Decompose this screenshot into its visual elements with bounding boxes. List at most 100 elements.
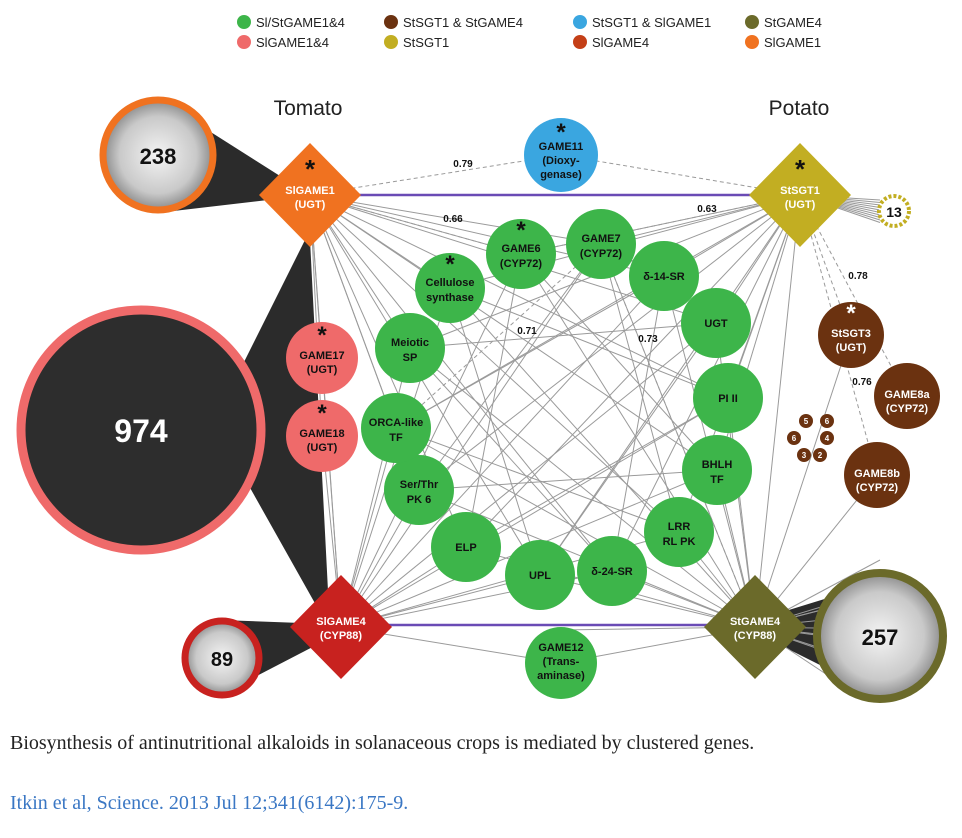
- edge-label: 0.79: [453, 159, 473, 170]
- small-brown-circle: [797, 448, 811, 462]
- count-257-label: 257: [862, 625, 899, 650]
- green-node-sublabel: SP: [403, 352, 418, 364]
- green-node-label: ORCA-like: [369, 417, 423, 429]
- green-node-circle: [693, 363, 763, 433]
- green-node: UPL: [505, 540, 575, 610]
- network-edge: [409, 347, 613, 572]
- star-icon: *: [516, 217, 526, 244]
- network-edge: [465, 253, 522, 548]
- green-node: Ser/Thr PK 6: [384, 455, 454, 525]
- small-brown-node: 4: [820, 431, 834, 445]
- legend-item: StSGT1 & SlGAME1: [573, 15, 711, 30]
- green-node-label: δ-24-SR: [591, 566, 633, 578]
- green-node: *Cellulose synthase: [415, 251, 485, 323]
- hub-slgame1-sublabel: (UGT): [295, 199, 326, 211]
- small-brown-node: 6: [820, 414, 834, 428]
- star-icon: *: [445, 251, 455, 278]
- citation-link[interactable]: Itkin et al, Science. 2013 Jul 12;341(61…: [10, 792, 409, 814]
- network-edge: [409, 347, 756, 628]
- green-node-label: UPL: [529, 570, 551, 582]
- hub-slgame4-label: SlGAME4: [316, 616, 366, 628]
- count-13-label: 13: [886, 204, 902, 220]
- hub-slgame1-label: SlGAME1: [285, 185, 335, 197]
- network-edge: [600, 243, 756, 628]
- tomato-heading: Tomato: [274, 97, 343, 120]
- small-brown-circle: [820, 414, 834, 428]
- green-node-circle: [384, 455, 454, 525]
- network-edge: [560, 154, 801, 196]
- pink-node-sublabel: (UGT): [307, 364, 338, 376]
- green-node: *GAME6 (CYP72): [486, 217, 556, 289]
- network-edge: [309, 194, 613, 572]
- small-brown-node: 3: [797, 448, 811, 462]
- network-edge: [395, 427, 680, 533]
- count-circle-13: 13: [877, 194, 911, 228]
- green-node-label: Cellulose: [426, 277, 475, 289]
- legend-item: SlGAME1: [745, 35, 821, 50]
- network-edge: [395, 243, 602, 429]
- green-node-circle: [415, 253, 485, 323]
- green-node: Meiotic SP: [375, 313, 445, 383]
- green-node-label: GAME6: [501, 243, 540, 255]
- network-edge: [600, 243, 680, 533]
- potato-heading: Potato: [769, 97, 830, 120]
- legend-item: StSGT1: [384, 35, 449, 50]
- legend-swatch: [745, 35, 759, 49]
- node-game12-sublabel: (Trans-: [543, 656, 580, 668]
- purple-edges: [310, 193, 800, 627]
- green-node-circle: [505, 540, 575, 610]
- green-node-circle: [629, 241, 699, 311]
- network-edge: [539, 194, 801, 576]
- legend: Sl/StGAME1&4 SlGAME1&4 StSGT1 & StGAME4 StS…: [237, 15, 822, 50]
- pink-node-circle: [286, 400, 358, 472]
- star-icon: *: [305, 154, 316, 184]
- node-game12-label: GAME12: [538, 642, 583, 654]
- network-edge: [520, 253, 718, 471]
- gene-network-diagram: Sl/StGAME1&4 SlGAME1&4 StSGT1 & StGAME4 StS…: [16, 15, 947, 703]
- brown-node-circle: [818, 302, 884, 368]
- network-edge: [418, 469, 718, 491]
- network-edge: [418, 243, 602, 491]
- small-brown-label: 3: [802, 451, 807, 460]
- pink-node: *GAME18 (UGT): [286, 400, 358, 472]
- brown-node-sublabel: (UGT): [836, 342, 867, 354]
- brown-node-sublabel: (CYP72): [856, 482, 899, 494]
- network-edge: [611, 275, 665, 572]
- green-node-circle: [682, 435, 752, 505]
- count-238-label: 238: [140, 144, 177, 169]
- legend-item: SlGAME1&4: [237, 35, 329, 50]
- network-edge: [418, 194, 801, 491]
- green-node-sublabel: TF: [389, 432, 403, 444]
- legend-label: SlGAME1&4: [256, 35, 329, 50]
- star-icon: *: [556, 119, 566, 146]
- green-node-sublabel: RL PK: [663, 536, 696, 548]
- hub-stgame4-sublabel: (CYP88): [734, 630, 777, 642]
- small-brown-label: 6: [792, 434, 797, 443]
- hub-slgame1: * SlGAME1 (UGT): [259, 143, 361, 247]
- legend-swatch: [745, 15, 759, 29]
- green-node-label: Ser/Thr: [400, 479, 439, 491]
- network-edge: [449, 287, 729, 399]
- network-edge: [465, 397, 729, 548]
- green-node-sublabel: synthase: [426, 292, 474, 304]
- hub-stgame4-label: StGAME4: [730, 616, 781, 628]
- legend-label: Sl/StGAME1&4: [256, 15, 345, 30]
- pink-nodes: *GAME17(UGT)*GAME18(UGT): [286, 322, 358, 472]
- small-brown-node: 2: [813, 448, 827, 462]
- small-brown-circle: [820, 431, 834, 445]
- green-node-circle: [577, 536, 647, 606]
- small-brown-circle: [813, 448, 827, 462]
- green-node-label: PI II: [718, 393, 738, 405]
- legend-item: Sl/StGAME1&4: [237, 15, 345, 30]
- small-brown-nodes: 5 66 43 2: [787, 414, 834, 462]
- network-edge: [465, 194, 801, 548]
- network-edge: [309, 194, 680, 533]
- edge-labels: 0.79 0.66 0.63 0.71 0.73 0.78 0.76: [443, 159, 872, 388]
- green-node: GAME7 (CYP72): [566, 209, 636, 279]
- network-edge: [449, 287, 756, 628]
- small-brown-label: 4: [825, 434, 830, 443]
- green-node-circle: [361, 393, 431, 463]
- small-brown-node: 6: [787, 431, 801, 445]
- pink-node: *GAME17 (UGT): [286, 322, 358, 394]
- green-node: ELP: [431, 512, 501, 582]
